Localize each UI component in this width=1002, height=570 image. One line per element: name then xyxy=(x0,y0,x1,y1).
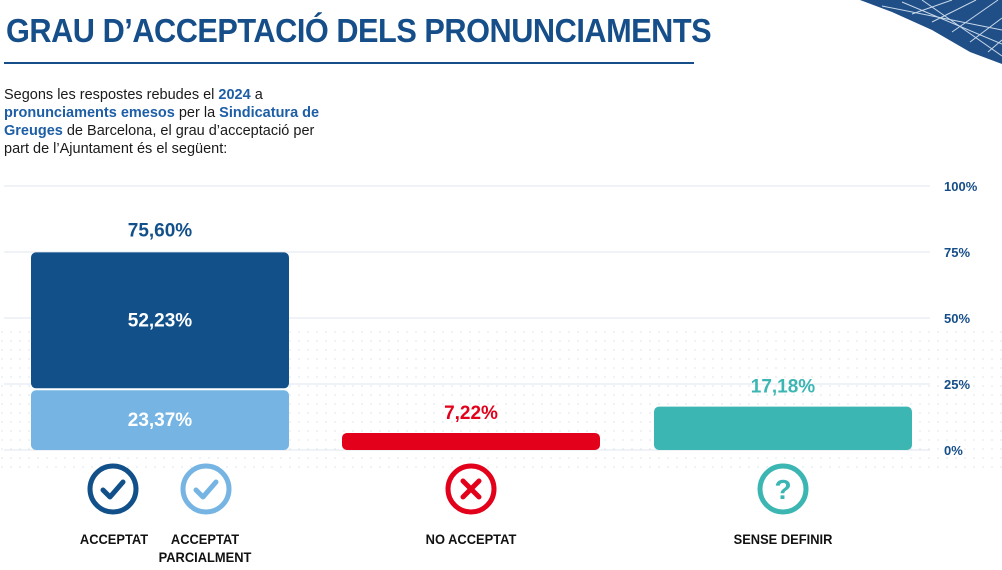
question-circle-icon: ? xyxy=(757,463,809,515)
intro-year: 2024 xyxy=(218,87,251,103)
y-tick-label-100: 100% xyxy=(944,179,978,194)
intro-highlight-sindicatura: Sindicatura de Greuges xyxy=(4,105,320,139)
bar-acceptat-parcialment xyxy=(31,390,289,450)
x-label-undefined-text: SENSE DEFINIR xyxy=(733,531,833,547)
title-underline xyxy=(4,62,694,64)
x-label-not-accepted: NO ACCEPTAT xyxy=(416,530,526,548)
check-circle-icon xyxy=(87,463,139,515)
x-label-partial-line1: ACCEPTAT xyxy=(170,531,240,547)
intro-text: Segons les respostes rebudes el 2024 a p… xyxy=(4,86,334,158)
svg-text:?: ? xyxy=(774,474,791,505)
data-label-acceptat: 52,23% xyxy=(128,310,193,331)
x-label-undefined: SENSE DEFINIR xyxy=(723,530,843,548)
page-title: GRAU D’ACCEPTACIÓ DELS PRONUNCIAMENTS xyxy=(6,12,712,49)
intro-highlight-pronouncements: pronunciaments emesos xyxy=(4,105,175,121)
check-circle-light-icon xyxy=(180,463,232,515)
data-label-total-acceptat: 75,60% xyxy=(128,220,193,241)
x-label-accepted-text: ACCEPTAT xyxy=(79,531,149,547)
map-illustration xyxy=(860,0,1002,64)
y-tick-label-50: 50% xyxy=(944,311,970,326)
intro-part-3: per la xyxy=(174,105,220,121)
intro-part-2: a xyxy=(250,87,263,103)
bar-sense-definir xyxy=(654,406,912,450)
x-label-partial: ACCEPTAT PARCIALMENT xyxy=(156,530,254,566)
data-label-no-acceptat: 7,22% xyxy=(444,403,498,424)
x-label-accepted: ACCEPTAT xyxy=(75,530,152,548)
data-label-acceptat-parcialment: 23,37% xyxy=(128,410,193,431)
x-label-not-accepted-text: NO ACCEPTAT xyxy=(425,531,517,547)
intro-part-4: de Barcelona, el grau d’acceptació per p… xyxy=(4,123,315,157)
x-label-partial-line2: PARCIALMENT xyxy=(158,549,252,565)
y-tick-label-75: 75% xyxy=(944,245,970,260)
y-tick-label-0: 0% xyxy=(944,443,963,458)
x-circle-icon xyxy=(445,463,497,515)
bar-no-acceptat xyxy=(342,432,600,450)
data-label-sense-definir: 17,18% xyxy=(751,377,816,398)
intro-part-1: Segons les respostes rebudes el xyxy=(4,87,219,103)
bar-acceptat xyxy=(31,252,289,389)
y-tick-label-25: 25% xyxy=(944,377,970,392)
